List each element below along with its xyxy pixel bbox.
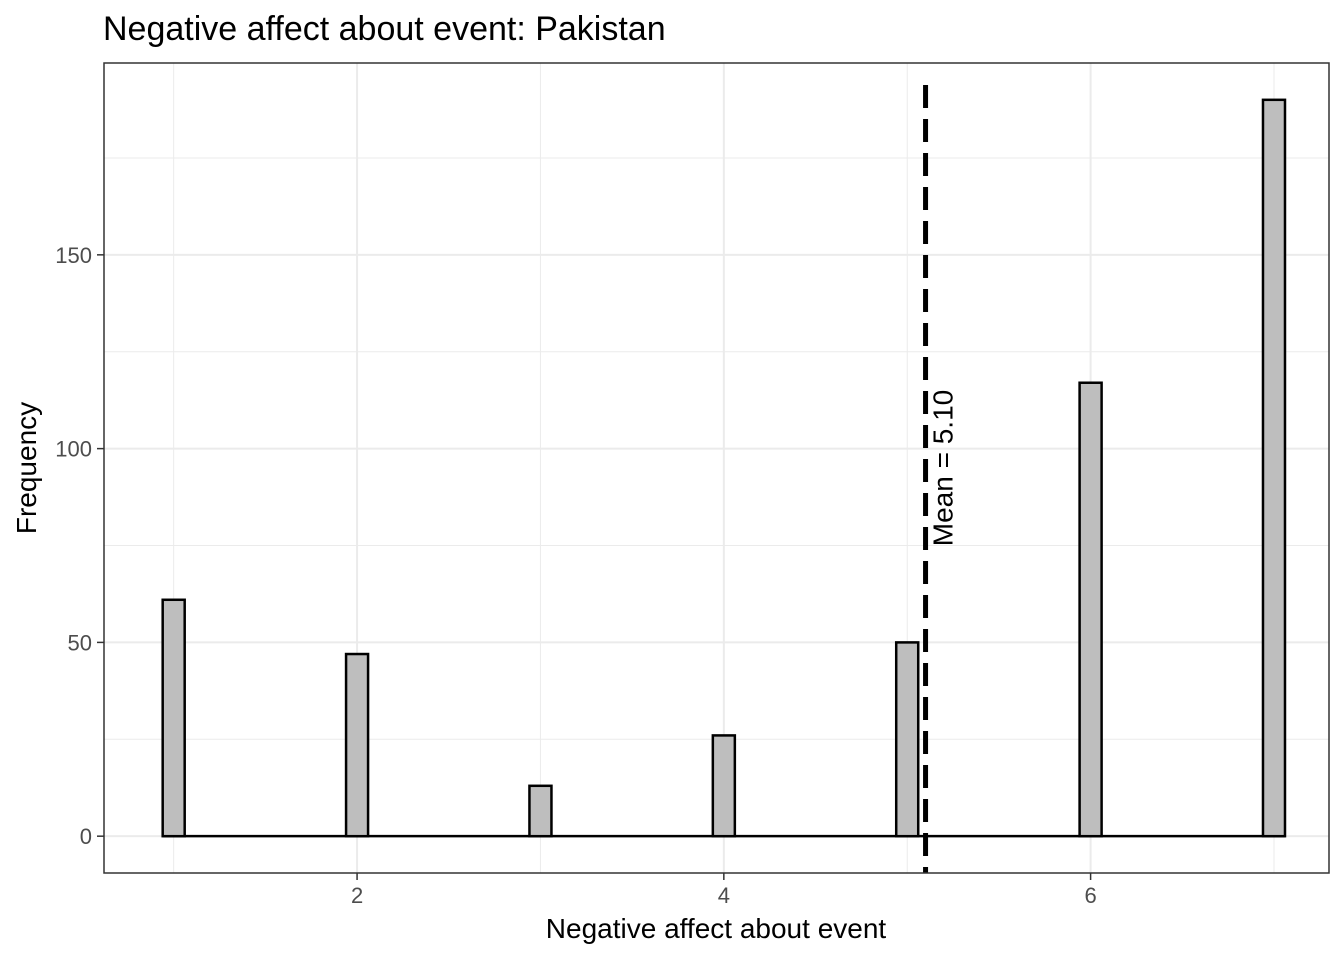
panel-frame [103,62,1330,874]
histogram-bar [711,734,737,838]
x-tick-label: 2 [351,883,363,908]
y-tick-label: 150 [55,243,92,268]
histogram-bars [161,98,1287,838]
histogram-bar [161,598,186,838]
x-axis-title: Negative affect about event [546,913,887,944]
panel-border [103,62,1330,874]
chart-title: Negative affect about event: Pakistan [103,10,666,48]
histogram-bar [894,641,920,838]
y-tick-label: 100 [55,437,92,462]
histogram-bar [344,652,370,838]
histogram-bar [1261,98,1287,838]
histogram-bar [1078,381,1103,838]
y-tick-label: 50 [68,630,92,655]
histogram-bar [528,784,553,838]
y-tick-label: 0 [80,824,92,849]
mean-label: Mean = 5.10 [928,390,959,546]
x-tick-label: 4 [718,883,730,908]
x-axis-ticks: 2 4 6 [351,873,1097,908]
x-tick-label: 6 [1084,883,1096,908]
mean-marker: Mean = 5.10 [923,85,959,873]
y-axis-ticks: 0 50 100 150 [55,243,104,849]
y-axis-title: Frequency [11,402,42,534]
